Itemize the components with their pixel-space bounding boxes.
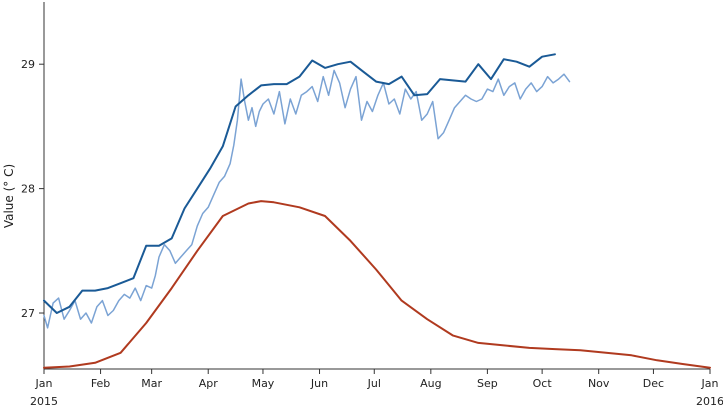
- y-tick-label: 28: [21, 183, 35, 196]
- x-tick-label: Oct: [533, 377, 553, 390]
- y-tick-label: 27: [21, 307, 35, 320]
- y-tick-label: 29: [21, 58, 35, 71]
- x-tick-label: Jun: [310, 377, 328, 390]
- x-tick-year-label: 2016: [696, 395, 723, 408]
- x-tick-label: Sep: [477, 377, 498, 390]
- x-ticks: Jan 2015 Feb Mar Apr May Jun Jul Aug Sep Oct Nov Dec…: [30, 369, 723, 408]
- series-line-1: [43, 69, 571, 329]
- y-ticks: 27 28 29: [21, 58, 44, 320]
- x-tick-label: Feb: [91, 377, 110, 390]
- x-tick-label: Jan: [701, 377, 719, 390]
- x-tick-label: Jul: [367, 377, 381, 390]
- series-group: [43, 53, 711, 369]
- x-tick-label: Apr: [199, 377, 219, 390]
- x-tick-label: Mar: [141, 377, 162, 390]
- x-tick-label: Aug: [420, 377, 441, 390]
- x-tick-label: Nov: [588, 377, 610, 390]
- series-line-2: [43, 53, 556, 314]
- x-tick-label: May: [252, 377, 275, 390]
- x-tick-year-label: 2015: [30, 395, 58, 408]
- y-axis-label: Value (° C): [2, 164, 16, 228]
- x-tick-label: Jan: [35, 377, 53, 390]
- x-tick-label: Dec: [643, 377, 664, 390]
- series-line-3: [43, 200, 711, 369]
- axes: [43, 2, 710, 370]
